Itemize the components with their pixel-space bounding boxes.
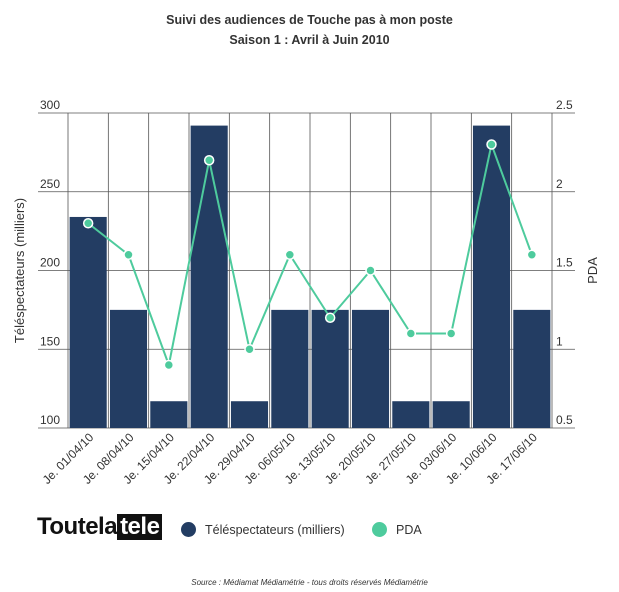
toutelatele-logo: Toutela tele <box>37 513 163 540</box>
bar <box>109 309 148 428</box>
bar <box>271 309 309 428</box>
y2-tick-label: 2.5 <box>556 98 573 112</box>
legend-viewers-marker <box>181 522 196 537</box>
y-tick-label: 100 <box>40 413 60 427</box>
y-tick-label: 150 <box>40 334 60 348</box>
pda-point <box>244 344 255 355</box>
bar <box>351 309 390 428</box>
bar <box>190 125 228 428</box>
source-note: Source : Médiamat Médiamétrie - tous dro… <box>191 578 428 587</box>
logo-text-part1: Toutela <box>37 513 118 540</box>
logo-text-part2: tele <box>117 514 163 540</box>
bar <box>311 309 349 428</box>
y-tick-label: 200 <box>40 256 60 270</box>
legend-pda-marker <box>372 522 387 537</box>
pda-point <box>82 218 94 229</box>
pda-point <box>365 265 376 276</box>
legend-item-pda: PDA <box>372 522 422 537</box>
pda-point <box>445 328 457 339</box>
y2-tick-label: 1 <box>556 334 563 348</box>
legend-item-viewers: Téléspectateurs (milliers) <box>181 522 345 537</box>
pda-point <box>405 328 417 339</box>
legend-pda-label: PDA <box>396 522 422 537</box>
bar <box>230 401 269 428</box>
pda-point <box>324 312 336 323</box>
y2-tick-label: 0.5 <box>556 413 573 427</box>
y2-axis-title: PDA <box>585 257 600 284</box>
bar <box>472 125 511 428</box>
y-tick-label: 250 <box>40 177 60 191</box>
bar <box>513 309 551 428</box>
pda-point <box>163 359 175 371</box>
chart-title: Suivi des audiences de Touche pas à mon … <box>166 13 453 27</box>
y2-tick-label: 2 <box>556 177 563 191</box>
y2-tick-label: 1.5 <box>556 256 573 270</box>
legend-viewers-label: Téléspectateurs (milliers) <box>205 522 345 537</box>
bar-line-chart: 100 0.5 150 1 200 1.5 250 2 300 2.5 Téléspectateur… <box>12 98 600 487</box>
bar <box>69 216 107 428</box>
pda-point <box>203 155 215 166</box>
bar <box>392 401 430 428</box>
chart-subtitle: Saison 1 : Avril à Juin 2010 <box>229 33 390 47</box>
pda-point <box>284 249 296 260</box>
pda-point <box>123 249 134 260</box>
pda-point <box>526 249 538 260</box>
y-tick-label: 300 <box>40 98 60 112</box>
pda-point <box>486 139 497 150</box>
y-axis-title: Téléspectateurs (milliers) <box>12 198 27 343</box>
bar <box>150 401 188 428</box>
bar <box>432 401 470 428</box>
pda-line <box>87 140 533 369</box>
